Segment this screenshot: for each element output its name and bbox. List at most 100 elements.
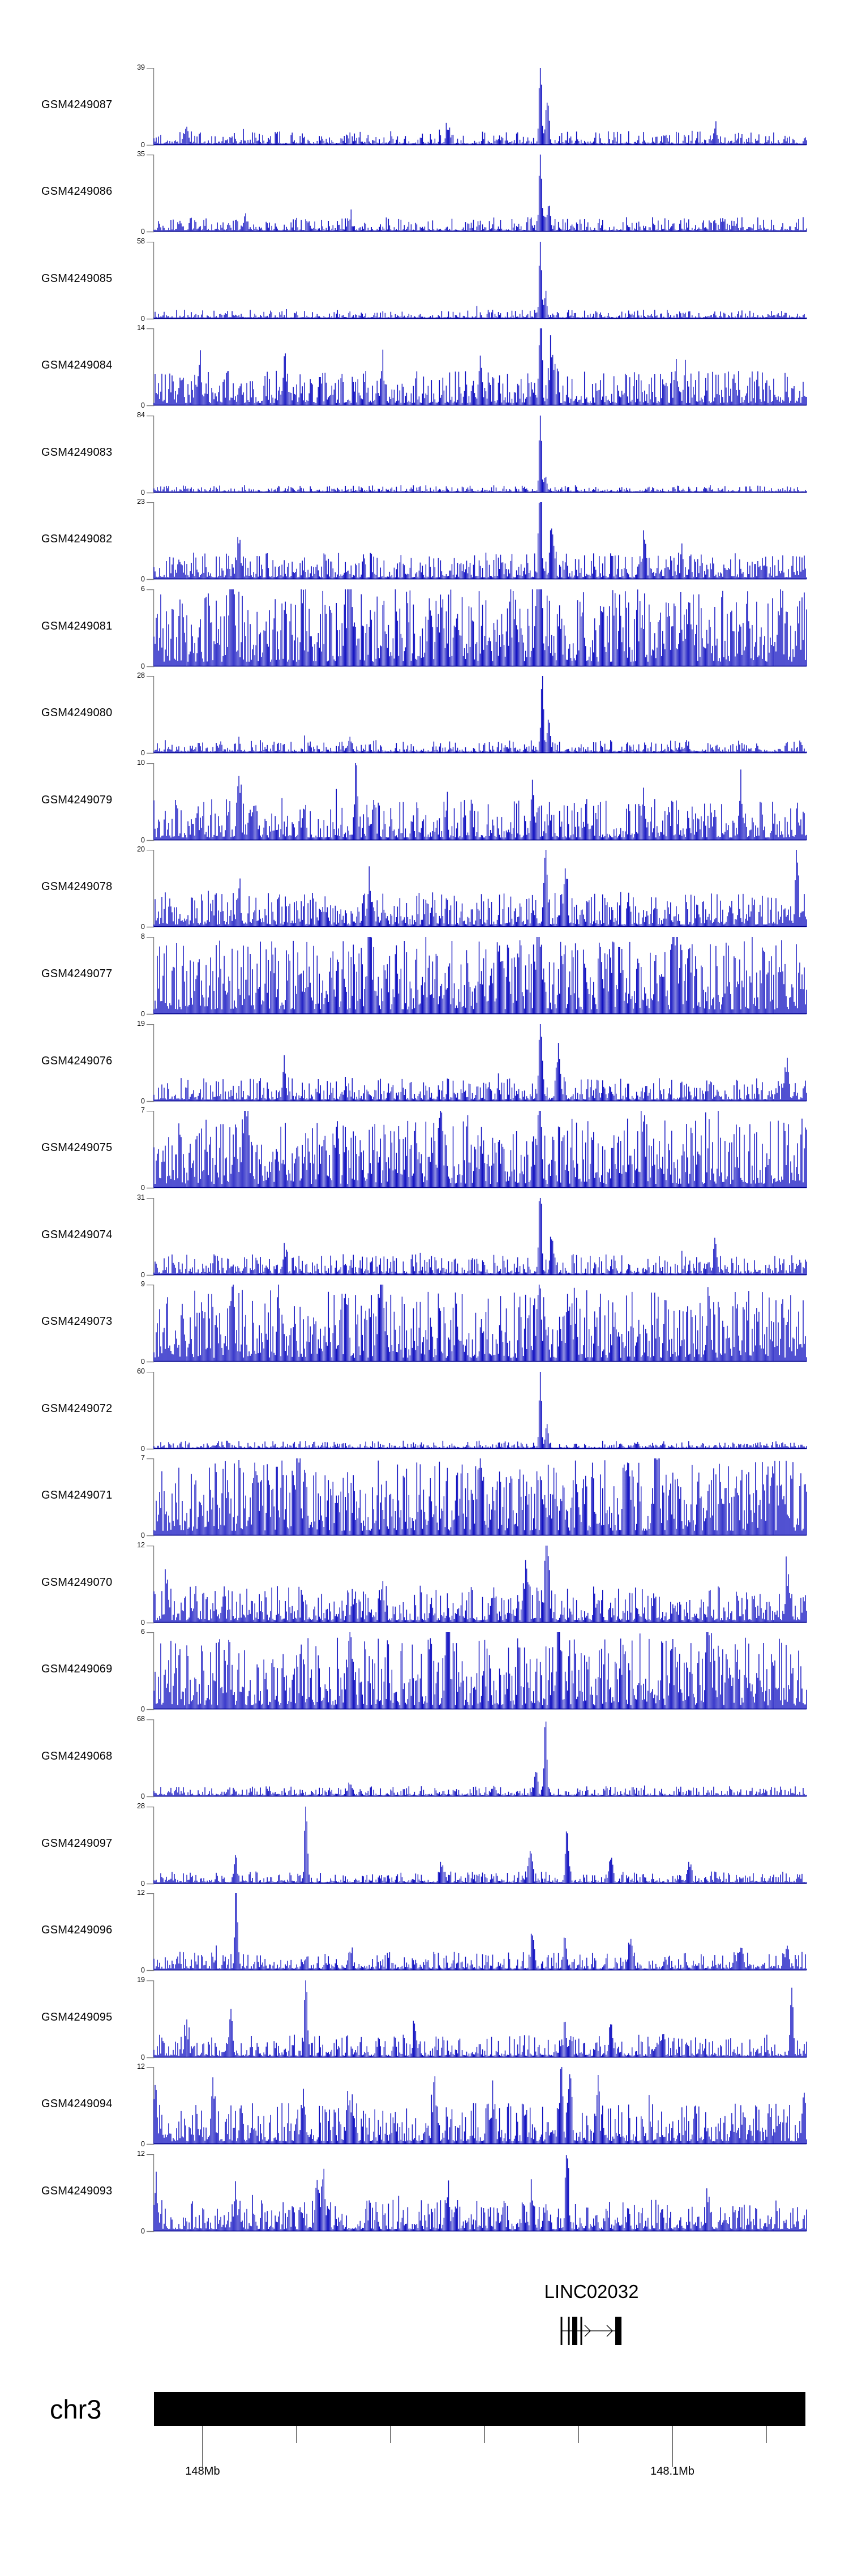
y-axis-min-label: 0 [141,1270,145,1279]
exon-bar [580,2317,582,2345]
coverage-signal [153,1371,807,1449]
y-axis-max-label: 10 [137,758,145,767]
signal-baseline [154,318,807,319]
signal-baseline [154,1882,807,1884]
y-axis-max-label: 58 [137,237,145,245]
signal-baseline [154,144,807,145]
y-axis-min-label: 0 [141,1879,145,1888]
coverage-signal-plot [147,937,807,1015]
track-row: GSM4249093 12 0 [0,2150,849,2235]
y-axis-max-label: 23 [137,498,145,506]
coverage-signal [153,676,807,754]
track-row: GSM4249078 20 0 [0,845,849,931]
y-axis-bracket [147,1371,155,1449]
coverage-signal [153,1285,807,1362]
signal-baseline [154,491,807,493]
y-axis-max-label: 20 [137,845,145,854]
coverage-signal-plot [147,589,807,667]
track-label: GSM4249073 [41,1315,113,1328]
track-label: GSM4249075 [41,1141,113,1154]
y-axis-bracket [147,502,155,580]
signal-baseline [154,1969,807,1971]
coverage-signal [153,1545,807,1623]
y-axis-min-label: 0 [141,2140,145,2149]
y-axis-max-label: 68 [137,1714,145,1723]
track-label: GSM4249084 [41,359,113,372]
track-label: GSM4249068 [41,1749,113,1762]
signal-baseline [154,926,807,927]
coverage-signal [153,1632,807,1710]
y-axis-min-label: 0 [141,488,145,497]
track-label: GSM4249076 [41,1054,113,1067]
exon-bar [568,2317,570,2345]
coverage-signal-plot [147,2154,807,2232]
coverage-signal-plot [147,1285,807,1363]
signal-baseline [154,2056,807,2057]
track-label: GSM4249087 [41,98,113,111]
y-axis-bracket [147,589,155,667]
y-axis-bracket [147,1806,155,1884]
coverage-signal-plot [147,1458,807,1537]
y-axis-bracket [147,1893,155,1971]
track-label: GSM4249074 [41,1228,113,1241]
y-axis-max-label: 8 [141,932,145,940]
track-label: GSM4249071 [41,1489,113,1502]
y-axis-max-label: 19 [137,1019,145,1028]
track-row: GSM4249071 7 0 [0,1454,849,1539]
y-axis-bracket [147,1545,155,1624]
y-axis-min-label: 0 [141,1184,145,1192]
track-label: GSM4249072 [41,1402,113,1415]
track-row: GSM4249070 12 0 [0,1541,849,1627]
track-row: GSM4249075 7 0 [0,1106,849,1192]
track-row: GSM4249077 8 0 [0,932,849,1018]
y-axis-bracket [147,415,155,493]
track-label: GSM4249096 [41,1924,113,1937]
signal-baseline [154,1535,807,1536]
coverage-signal [153,1806,807,1884]
y-axis-max-label: 6 [141,584,145,593]
coverage-signal-plot [147,1806,807,1884]
track-row: GSM4249094 12 0 [0,2062,849,2149]
axis-tick-label-148mb: 148Mb [185,2465,220,2477]
coverage-signal-plot [147,1024,807,1102]
coverage-signal-plot [147,1197,807,1276]
y-axis-bracket [147,1111,155,1189]
track-row: GSM4249085 58 0 [0,237,849,323]
coverage-signal [153,1197,807,1275]
coverage-signal [153,1458,807,1536]
y-axis-max-label: 7 [141,1106,145,1115]
y-axis-bracket [147,850,155,928]
track-row: GSM4249069 6 0 [0,1628,849,1713]
coverage-signal-plot [147,328,807,406]
signal-baseline [154,404,807,406]
track-label: GSM4249083 [41,446,113,459]
coverage-signal-plot [147,1893,807,1971]
signal-baseline [154,752,807,754]
coverage-signal [153,415,807,493]
track-label: GSM4249070 [41,1576,113,1589]
strand-arrow-icon [584,2325,591,2337]
track-label: GSM4249095 [41,2010,113,2023]
signal-baseline [154,1360,807,1362]
signal-baseline [154,1013,807,1015]
y-axis-max-label: 7 [141,1454,145,1462]
y-axis-min-label: 0 [141,314,145,323]
y-axis-max-label: 12 [137,2149,145,2158]
coverage-signal-plot [147,1545,807,1624]
coverage-signal [153,1721,807,1796]
y-axis-min-label: 0 [141,1097,145,1105]
track-label: GSM4249079 [41,793,113,806]
coverage-signal [153,67,807,145]
exon-bar [572,2317,577,2345]
y-axis-bracket [147,241,155,319]
y-axis-max-label: 14 [137,324,145,332]
y-axis-max-label: 12 [137,1889,145,1897]
y-axis-bracket [147,1024,155,1102]
y-axis-bracket [147,1719,155,1798]
signal-baseline [154,1709,807,1710]
coverage-signal-plot [147,67,807,146]
genome-axis-ticks [202,2426,767,2467]
track-label: GSM4249097 [41,1837,113,1850]
y-axis-min-label: 0 [141,749,145,758]
y-axis-bracket [147,155,155,233]
